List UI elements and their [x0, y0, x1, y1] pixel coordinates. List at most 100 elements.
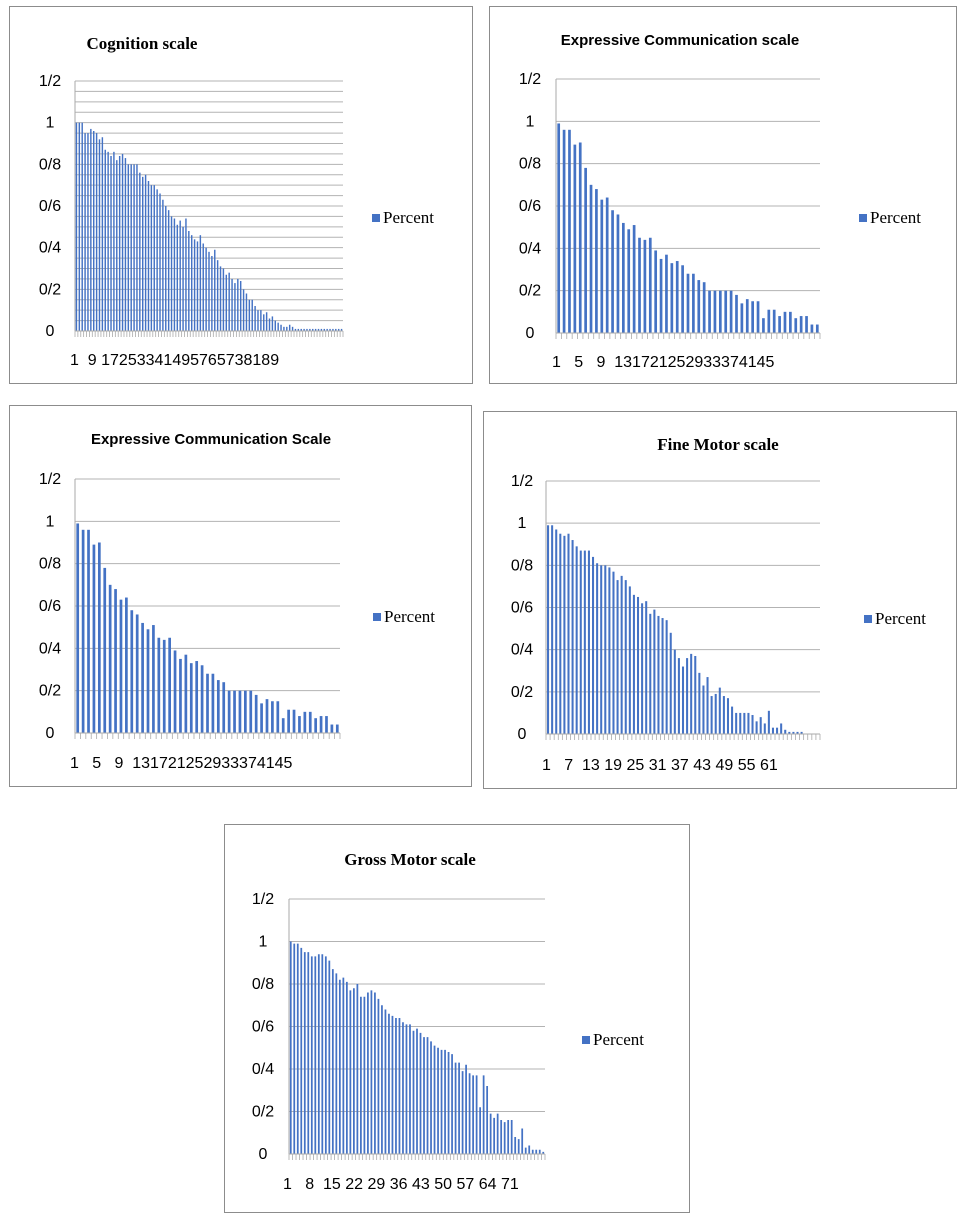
bar	[587, 550, 590, 734]
bar	[130, 164, 132, 331]
bar	[274, 320, 276, 331]
bar	[643, 239, 647, 333]
bar	[419, 1032, 422, 1154]
bar	[133, 164, 135, 331]
bar	[222, 268, 225, 331]
y-tick-label: 0/8	[39, 156, 61, 173]
chart-panel-expressive-2: Expressive Communication Scale 0 0/2 0/4 0/6…	[9, 405, 472, 787]
bar	[216, 260, 219, 331]
bar	[205, 247, 207, 331]
bar	[589, 184, 593, 333]
bar	[767, 309, 771, 333]
bar	[326, 328, 328, 331]
y-tick-label: 0/6	[519, 198, 541, 215]
bar	[211, 673, 215, 733]
bar	[127, 164, 130, 331]
bar	[216, 680, 220, 733]
legend: Percent	[864, 609, 926, 628]
bar	[242, 289, 245, 331]
bar	[568, 129, 571, 333]
bar	[321, 954, 324, 1154]
bar	[200, 665, 204, 733]
bars	[289, 941, 545, 1154]
bar	[268, 318, 271, 331]
bar	[562, 129, 566, 333]
bar	[503, 1122, 506, 1154]
bar	[159, 193, 161, 331]
bar	[514, 1137, 517, 1154]
bar	[669, 632, 672, 734]
bar	[196, 241, 199, 331]
x-tick-marks	[74, 331, 344, 337]
bar	[342, 977, 345, 1154]
y-tick-label: 1	[46, 115, 55, 132]
bar	[340, 328, 343, 331]
bar	[193, 239, 196, 331]
bar	[624, 580, 627, 734]
bar	[493, 1117, 496, 1154]
x-tick-marks	[545, 734, 821, 740]
bar	[356, 984, 359, 1154]
bar	[286, 326, 288, 331]
bar	[254, 694, 258, 733]
bar	[686, 273, 690, 333]
bar	[310, 956, 313, 1154]
legend: Percent	[372, 208, 434, 227]
bar	[482, 1075, 485, 1154]
y-tick-label: 0/2	[252, 1104, 274, 1121]
bar	[681, 666, 685, 734]
bar	[702, 282, 706, 333]
bars	[547, 525, 803, 734]
bar	[320, 328, 323, 331]
y-tick-label: 0/2	[519, 283, 541, 300]
bar	[706, 677, 709, 734]
bar	[409, 1024, 411, 1154]
bar	[611, 210, 614, 333]
bar	[692, 273, 695, 333]
bar	[622, 222, 625, 333]
bar	[314, 328, 317, 331]
bar	[771, 727, 774, 734]
bar	[675, 261, 679, 333]
bar	[325, 716, 328, 733]
bar	[657, 615, 660, 734]
bar	[141, 622, 144, 733]
legend-swatch	[372, 214, 380, 222]
bar	[231, 278, 233, 331]
bar	[277, 322, 279, 331]
bar	[595, 189, 598, 333]
y-tick-label: 0	[518, 726, 527, 743]
bar	[710, 696, 713, 734]
bar	[697, 280, 701, 333]
bar	[162, 639, 166, 733]
bar	[87, 529, 90, 733]
y-tick-label: 0/8	[511, 557, 533, 574]
bar	[616, 580, 619, 734]
bar	[772, 309, 776, 333]
y-tick-label: 0	[46, 725, 55, 742]
gridlines	[546, 480, 820, 693]
bar	[176, 224, 179, 331]
bar	[190, 235, 193, 331]
bar	[735, 294, 738, 333]
bar	[222, 682, 226, 733]
bar	[276, 701, 280, 733]
bar	[114, 589, 117, 733]
y-tick-labels: 0 0/2 0/4 0/6 0/8 1 1/2	[39, 73, 61, 340]
bar	[398, 1018, 401, 1154]
bar	[185, 218, 187, 331]
bar	[245, 293, 248, 331]
bar	[708, 290, 711, 333]
bar	[726, 698, 730, 734]
bar	[306, 328, 308, 331]
bar	[444, 1049, 446, 1154]
bar	[289, 941, 292, 1154]
bar	[778, 316, 781, 333]
bar	[370, 990, 373, 1154]
bar	[291, 326, 294, 331]
y-tick-label: 1/2	[39, 471, 61, 488]
bar	[367, 992, 369, 1154]
bar	[90, 128, 92, 331]
bar	[156, 189, 158, 331]
bar	[661, 618, 664, 734]
